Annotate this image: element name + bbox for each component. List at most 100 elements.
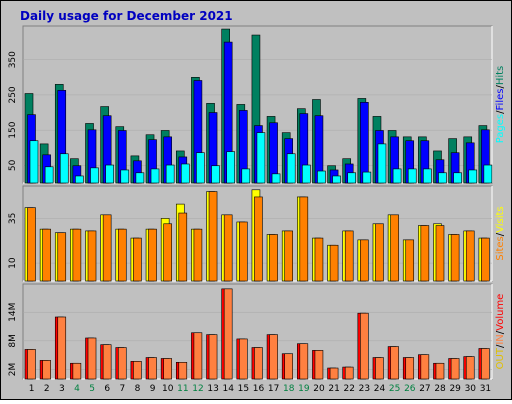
bar — [435, 362, 445, 380]
bar — [163, 223, 172, 282]
x-tick-label: 6 — [104, 384, 110, 394]
legend-entry: Volume — [495, 294, 506, 331]
bar — [72, 228, 82, 282]
legend-entry: Files — [495, 89, 506, 111]
bar — [211, 165, 220, 184]
x-tick-label: 8 — [135, 384, 141, 394]
bar — [302, 164, 311, 184]
bar — [286, 153, 296, 184]
bar — [344, 230, 354, 282]
x-tick-label: 18 — [283, 384, 295, 394]
bar — [59, 153, 69, 184]
legend-separator: / — [495, 110, 506, 114]
x-tick-label: 13 — [207, 384, 218, 394]
y-tick-label: 35 — [8, 213, 18, 224]
bar — [329, 367, 339, 380]
x-tick-label: 16 — [253, 384, 265, 394]
bar — [102, 214, 112, 282]
bar — [196, 152, 205, 184]
bar — [42, 360, 51, 380]
legend: Pages/Files/Hits — [495, 66, 506, 144]
y-tick-label: 14M — [8, 303, 18, 322]
bar — [208, 191, 218, 282]
bar — [284, 230, 293, 282]
bar — [27, 207, 36, 282]
bar — [347, 172, 357, 184]
chart-title: Daily usage for December 2021 — [20, 9, 233, 23]
legend-separator: / — [495, 85, 506, 89]
bar — [256, 132, 266, 184]
x-tick-label: 15 — [238, 384, 249, 394]
bar — [223, 288, 233, 380]
x-tick-label: 11 — [177, 384, 188, 394]
x-tick-label: 10 — [162, 384, 174, 394]
legend: OUT/IN/Volume — [495, 294, 506, 370]
bar — [314, 350, 324, 380]
bar — [75, 175, 84, 184]
legend-entry: IN — [495, 334, 506, 344]
bar — [405, 357, 415, 380]
bar — [165, 164, 175, 184]
y-tick-label: 10 — [8, 257, 18, 269]
bar — [57, 316, 67, 380]
bar — [239, 221, 248, 282]
x-tick-label: 9 — [150, 384, 156, 394]
legend-entry: Hits — [495, 66, 506, 85]
x-tick-label: 29 — [449, 384, 461, 394]
y-tick-label: 50 — [8, 159, 18, 171]
bar — [329, 244, 339, 282]
bar — [239, 338, 248, 380]
x-tick-label: 20 — [313, 384, 325, 394]
x-tick-label: 25 — [389, 384, 400, 394]
bar — [483, 164, 493, 184]
bar — [178, 212, 188, 282]
bar — [390, 346, 399, 380]
x-tick-label: 19 — [298, 384, 310, 394]
x-tick-label: 7 — [119, 384, 125, 394]
bar — [377, 143, 387, 184]
bar — [284, 353, 293, 380]
bar — [465, 230, 475, 282]
legend-entry: Pages — [495, 114, 506, 143]
y-tick-label: 250 — [8, 86, 18, 103]
bar — [375, 223, 384, 282]
bar — [362, 171, 372, 184]
bar — [44, 166, 54, 184]
bar — [468, 169, 478, 184]
x-tick-label: 5 — [89, 384, 95, 394]
bar — [105, 164, 114, 184]
x-tick-label: 30 — [465, 384, 477, 394]
bar — [254, 347, 263, 380]
bar — [390, 214, 399, 282]
bar — [360, 312, 369, 380]
bar — [438, 172, 447, 184]
bar — [133, 237, 142, 282]
x-tick-label: 21 — [328, 384, 339, 394]
bar — [117, 228, 127, 282]
bar — [150, 168, 160, 184]
x-tick-label: 31 — [480, 384, 491, 394]
bar — [241, 168, 251, 184]
bar — [317, 170, 326, 184]
bar — [102, 344, 112, 380]
bar — [344, 366, 354, 380]
bar — [57, 232, 67, 282]
bar — [420, 354, 430, 380]
bar — [87, 230, 97, 282]
bar — [392, 168, 402, 184]
bar — [314, 237, 324, 282]
bar — [453, 172, 462, 184]
bar — [332, 175, 341, 184]
x-tick-label: 2 — [44, 384, 50, 394]
legend-entry: Visits — [495, 206, 506, 233]
bar — [254, 196, 263, 282]
x-tick-label: 24 — [374, 384, 386, 394]
bar — [163, 358, 172, 380]
bar — [193, 228, 203, 282]
bar — [423, 168, 432, 184]
bar — [375, 357, 384, 380]
bar — [269, 234, 278, 282]
bar — [27, 349, 36, 380]
legend-separator: / — [495, 330, 506, 334]
